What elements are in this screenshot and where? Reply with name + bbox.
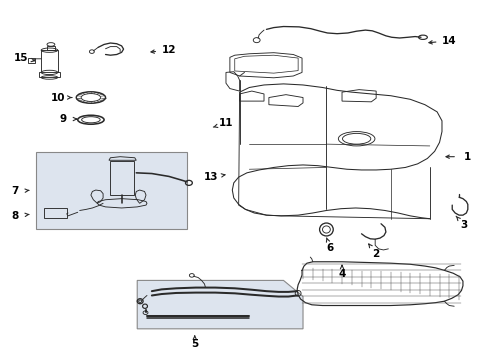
Text: 13: 13 <box>203 172 218 182</box>
Text: 3: 3 <box>459 220 467 230</box>
Text: 7: 7 <box>12 186 19 197</box>
Bar <box>46 46 55 50</box>
Text: 6: 6 <box>326 243 333 253</box>
Text: 11: 11 <box>218 118 233 128</box>
Polygon shape <box>36 152 186 229</box>
Text: 9: 9 <box>60 114 66 124</box>
Text: 14: 14 <box>441 36 456 46</box>
Text: 1: 1 <box>463 152 470 162</box>
Polygon shape <box>137 280 303 329</box>
Text: 5: 5 <box>191 339 198 349</box>
Text: 10: 10 <box>51 93 65 103</box>
Ellipse shape <box>41 70 58 75</box>
Text: 8: 8 <box>12 211 19 221</box>
Bar <box>27 58 35 63</box>
Bar <box>43 208 67 218</box>
Bar <box>39 72 60 77</box>
Text: 4: 4 <box>338 269 345 279</box>
Bar <box>41 50 58 72</box>
Text: 15: 15 <box>14 53 28 63</box>
Text: 2: 2 <box>372 248 379 258</box>
Text: 12: 12 <box>162 45 176 55</box>
Bar <box>110 161 134 195</box>
